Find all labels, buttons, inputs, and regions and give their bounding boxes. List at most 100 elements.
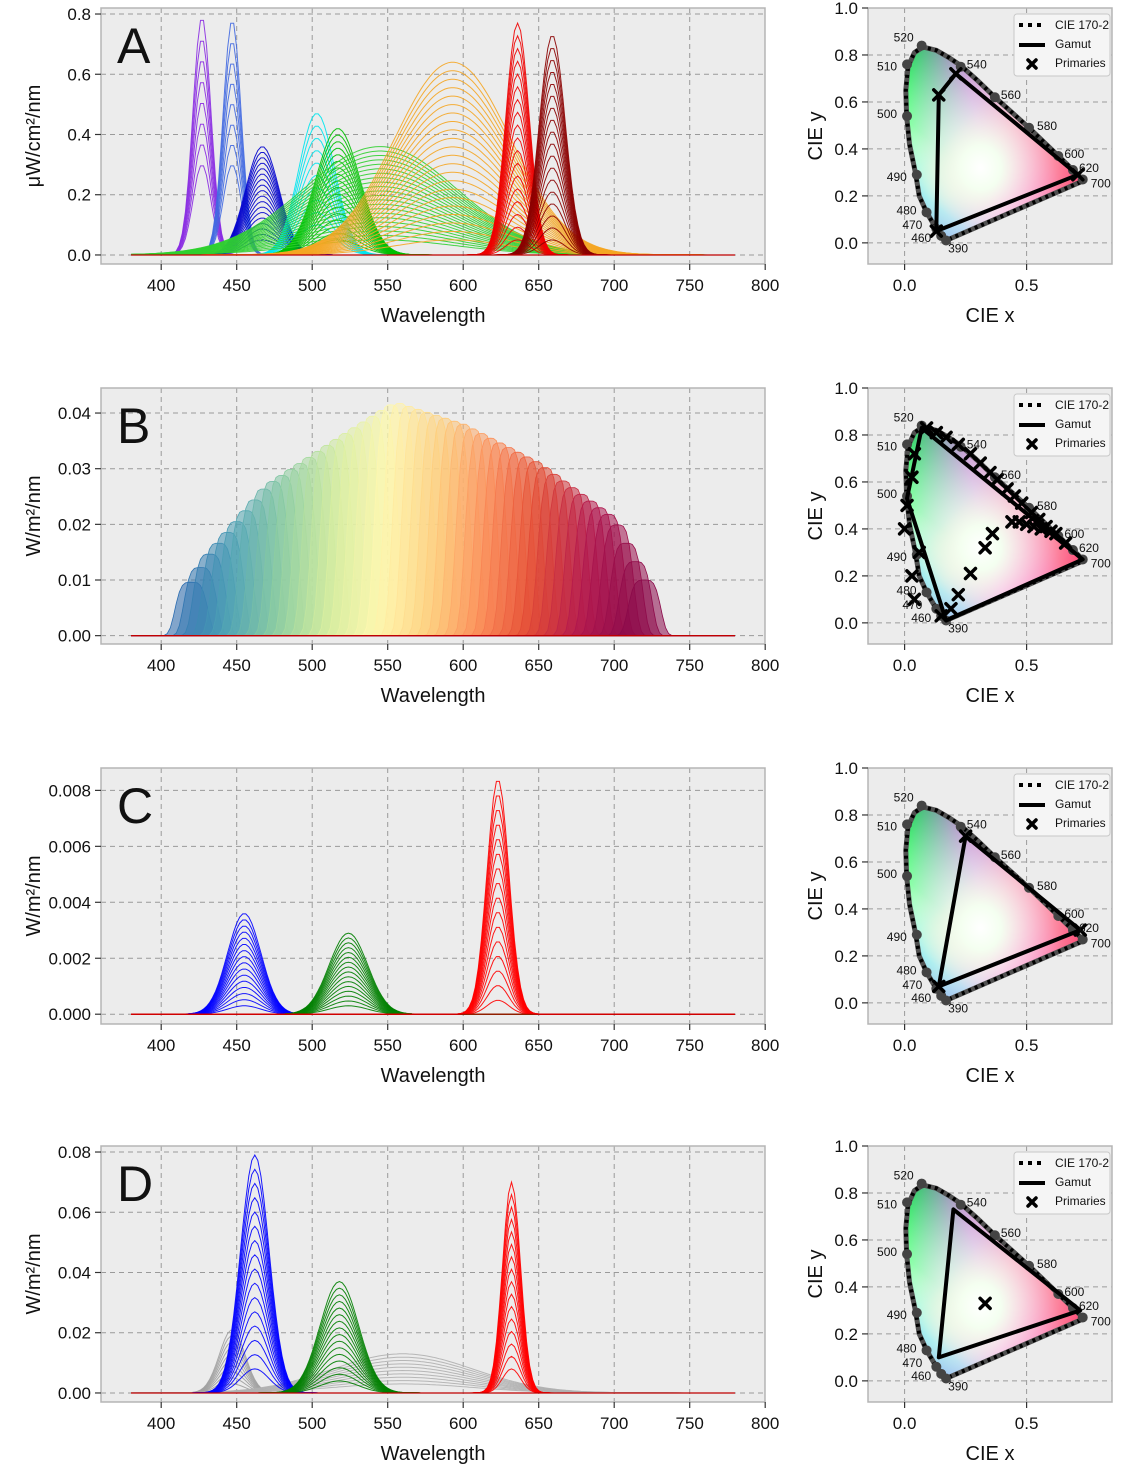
wavelength-label: 620 [1079,541,1099,555]
primary-marker [897,522,912,536]
y-tick-label: 0.006 [48,837,91,856]
x-tick-label: 400 [147,1036,175,1055]
y-tick-label: 1.0 [834,0,858,18]
y-axis-label: CIE y [805,492,827,541]
wavelength-label: 470 [902,1356,922,1370]
x-tick-label: 550 [374,656,402,675]
y-tick-label: 0.02 [58,515,91,534]
wavelength-label: 390 [948,1380,968,1394]
x-tick-label: 700 [600,1036,628,1055]
y-tick-label: 0.2 [67,186,91,205]
spectrum-curves-A [130,19,735,256]
wavelength-label: 460 [911,231,931,245]
cie-A-frame [867,7,1113,265]
y-tick-label: 0.6 [834,473,858,492]
x-tick-label: 0.0 [893,1036,917,1055]
cie-legend: CIE 170-2 Gamut Primaries [1013,1151,1111,1215]
primary-marker [951,587,966,602]
legend-x-swatch [1026,1196,1038,1208]
wavelength-label: 540 [967,1196,987,1210]
x-tick-label: 450 [223,656,251,675]
primary-marker [1073,923,1088,937]
y-tick-label: 0.4 [834,140,858,159]
wavelength-label: 490 [887,170,907,184]
wavelength-label: 580 [1037,1257,1057,1271]
primary-marker [958,829,973,843]
x-tick-label: 0.5 [1015,656,1039,675]
cie-legend: CIE 170-2 Gamut Primaries [1013,773,1111,837]
x-tick-label: 450 [223,276,251,295]
wavelength-label: 500 [877,107,897,121]
wavelength-label: 510 [877,1197,897,1211]
wavelength-label: 580 [1037,119,1057,133]
panel-A: 400 450 500 550 600 650 700 750 800 0.0 0.2 0.4 0.6 0… [23,5,779,327]
legend-x-swatch [1026,438,1038,450]
wavelength-label: 520 [894,791,914,805]
wavelength-marker [911,929,922,940]
y-tick-label: 0.06 [58,1203,91,1222]
x-axis-label: Wavelength [381,685,486,707]
x-tick-label: 500 [298,276,326,295]
wavelength-marker [989,1230,1000,1241]
wavelength-label: 480 [897,963,917,977]
wavelength-label: 700 [1091,936,1111,950]
primary-marker [990,472,1005,487]
cie-color-fill-white [905,807,1084,1002]
y-tick-label: 0.0 [67,246,91,265]
primary-marker [1071,168,1085,182]
x-tick-label: 600 [449,276,477,295]
x-tick-label: 700 [600,276,628,295]
y-tick-label: 0.01 [58,571,91,590]
wavelength-label: 620 [1079,1299,1099,1313]
wavelength-label: 540 [967,58,987,72]
wavelength-label: 520 [894,31,914,45]
gamut-polygon [936,1207,1083,1360]
primary-marker [1044,524,1058,539]
y-tick-label: 0.02 [58,1324,91,1343]
wavelength-label: 580 [1037,879,1057,893]
primary-marker [963,566,978,581]
primary-marker [978,1296,992,1311]
wavelength-label: 500 [877,1245,897,1259]
y-tick-label: 0.8 [834,1184,858,1203]
cie-C-frame [867,767,1113,1025]
wavelength-marker [936,990,947,1001]
spectrum-B-frame [100,387,766,645]
panel-D: 400 450 500 550 600 650 700 750 800 0.00 0.02 0.04 0… [23,1143,779,1465]
wavelength-label: 600 [1064,1285,1084,1299]
wavelength-label: 510 [877,439,897,453]
primary-marker [939,430,953,445]
x-tick-label: 500 [298,656,326,675]
wavelength-marker [936,1368,947,1379]
x-tick-label: 600 [449,1414,477,1433]
primary-marker [978,540,992,555]
y-tick-label: 0.8 [67,5,91,24]
x-tick-label: 800 [751,1414,779,1433]
primary-marker [919,421,934,435]
panel-letter: C [117,778,153,834]
y-tick-label: 0.6 [67,65,91,84]
primary-marker [932,88,946,102]
wavelength-label: 520 [894,1169,914,1183]
x-tick-label: 750 [676,1414,704,1433]
x-tick-label: 450 [223,1036,251,1055]
x-tick-label: 550 [374,1036,402,1055]
panel-C: 400 450 500 550 600 650 700 750 800 0.000 0.002 0.0… [23,767,779,1087]
wavelength-marker [916,800,927,811]
x-tick-label: 600 [449,1036,477,1055]
wavelength-marker [955,1199,966,1210]
legend-entry: Gamut [1055,797,1092,811]
x-tick-label: 650 [525,1036,553,1055]
primary-marker [929,224,944,238]
wavelength-marker [916,40,927,51]
wavelength-label: 700 [1091,556,1111,570]
y-tick-label: 0.0 [834,614,858,633]
x-tick-label: 450 [223,1414,251,1433]
primary-marker [1014,496,1029,510]
y-tick-label: 0.4 [834,900,858,919]
x-tick-label: 700 [600,1414,628,1433]
y-tick-label: 0.2 [834,187,858,206]
